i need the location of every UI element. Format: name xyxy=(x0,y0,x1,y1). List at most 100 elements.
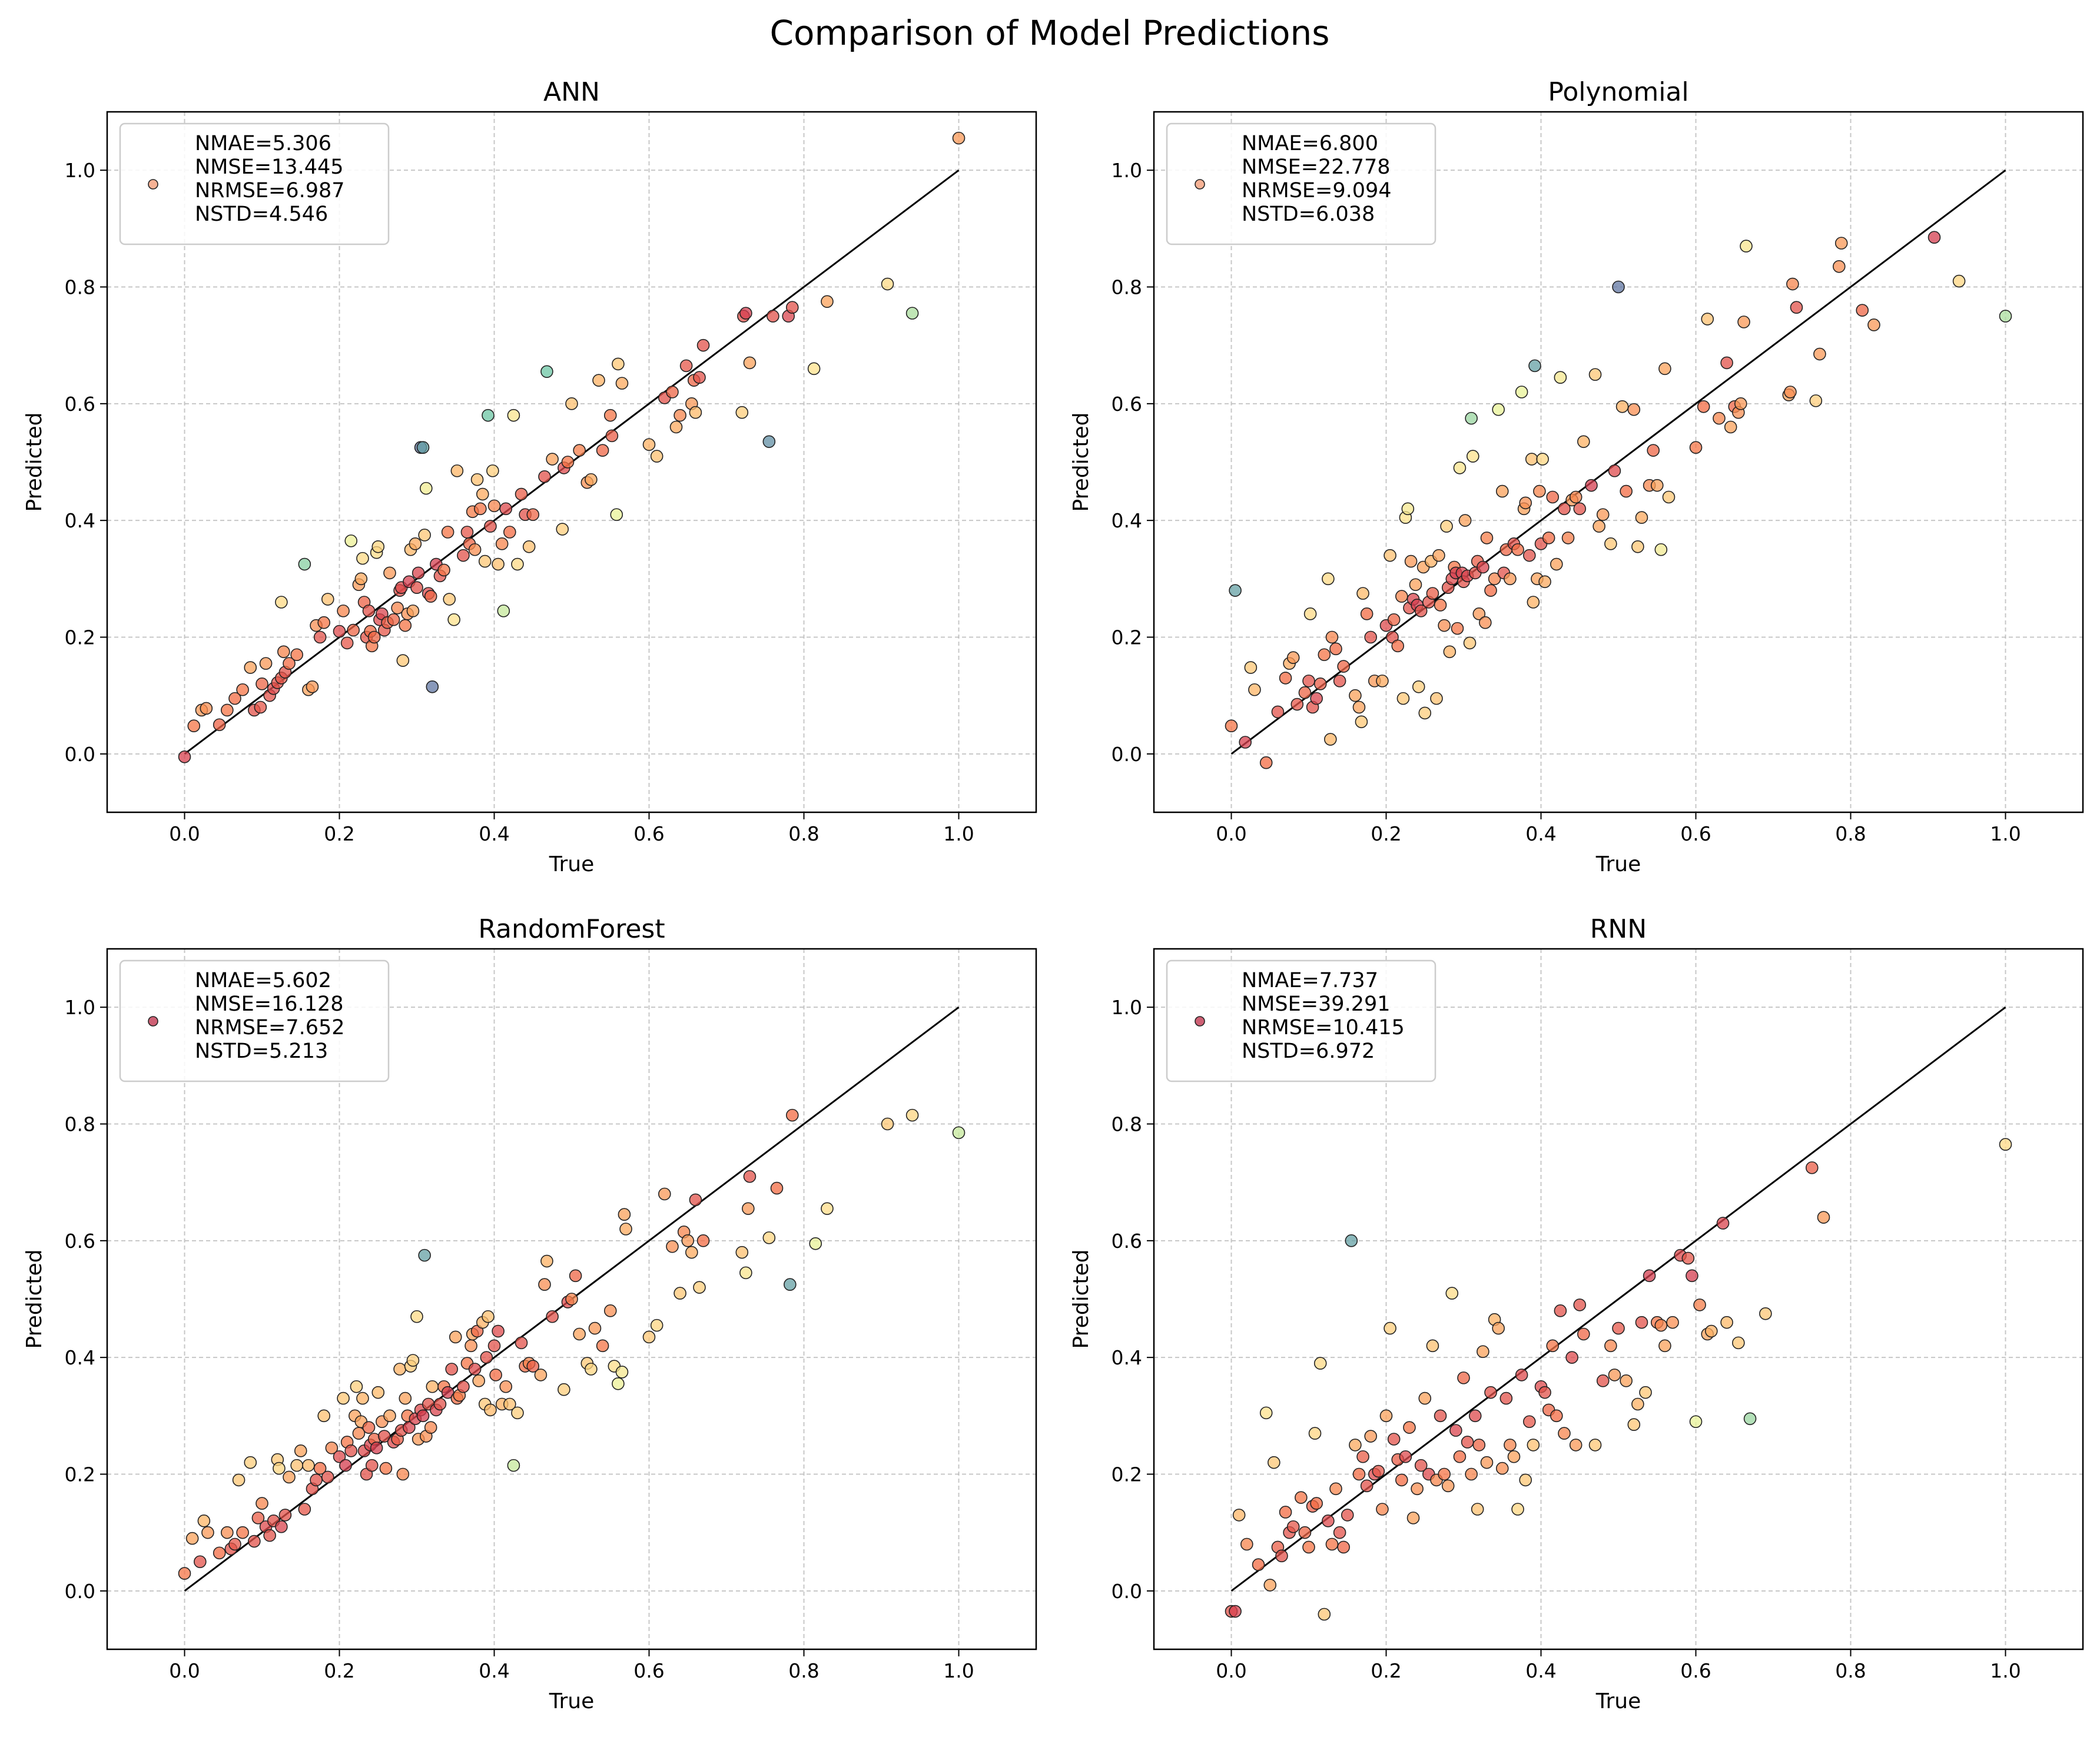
scatter-point xyxy=(1737,315,1750,328)
x-tick-label: 0.2 xyxy=(324,822,354,845)
scatter-point xyxy=(1713,411,1726,425)
scatter-point xyxy=(1333,1526,1346,1539)
scatter-point xyxy=(377,1430,391,1443)
scatter-point xyxy=(1286,651,1300,665)
scatter-point xyxy=(1519,1473,1532,1487)
scatter-point xyxy=(1479,616,1492,629)
scatter-point xyxy=(424,1421,437,1434)
scatter-point xyxy=(596,1339,609,1353)
scatter-point xyxy=(1268,1456,1280,1469)
scatter-point xyxy=(393,1363,406,1376)
scatter-point xyxy=(412,566,425,580)
scatter-point xyxy=(1654,543,1668,556)
scatter-point xyxy=(1318,648,1331,662)
scatter-point xyxy=(658,1187,671,1201)
scatter-point xyxy=(784,1278,797,1291)
scatter-point xyxy=(403,1421,416,1434)
scatter-point xyxy=(1303,607,1317,620)
scatter-point xyxy=(573,444,586,457)
scatter-point xyxy=(441,526,454,539)
scatter-point xyxy=(371,1386,385,1399)
y-tick-label: 0.2 xyxy=(65,626,95,649)
scatter-point xyxy=(809,1237,822,1250)
scatter-point xyxy=(1313,677,1327,690)
scatter-point xyxy=(449,1330,462,1344)
scatter-point xyxy=(1484,1386,1497,1399)
scatter-point xyxy=(201,1526,214,1539)
scatter-point xyxy=(1743,1412,1757,1426)
x-tick-label: 0.4 xyxy=(1525,822,1556,845)
scatter-point xyxy=(1409,578,1422,592)
scatter-point xyxy=(370,1442,383,1454)
scatter-point xyxy=(290,648,303,662)
scatter-point xyxy=(365,1459,379,1472)
scatter-point xyxy=(1325,630,1339,644)
scatter-point xyxy=(1466,450,1479,463)
scatter-point xyxy=(1573,502,1587,516)
scatter-point xyxy=(344,534,358,547)
scatter-point xyxy=(1732,1336,1745,1350)
scatter-point xyxy=(1391,639,1405,653)
scatter-point xyxy=(1324,733,1337,746)
scatter-point xyxy=(185,1532,199,1545)
scatter-point xyxy=(1495,484,1509,498)
scatter-point xyxy=(1412,680,1425,693)
scatter-point xyxy=(615,1366,629,1379)
scatter-point xyxy=(197,1515,211,1527)
scatter-point xyxy=(1229,584,1242,597)
scatter-point xyxy=(221,1526,234,1539)
x-tick-label: 0.0 xyxy=(1216,822,1246,845)
scatter-point xyxy=(743,356,757,370)
scatter-point xyxy=(277,645,290,659)
identity-line xyxy=(1230,169,2006,755)
scatter-point xyxy=(1639,1386,1652,1399)
scatter-point xyxy=(1666,1316,1679,1329)
scatter-point xyxy=(1302,1540,1315,1554)
scatter-point xyxy=(443,593,456,606)
scatter-point xyxy=(1999,1138,2012,1151)
scatter-point xyxy=(447,613,460,626)
scatter-point xyxy=(1635,1316,1648,1329)
x-tick-label: 0.6 xyxy=(633,1659,664,1682)
scatter-point xyxy=(256,677,268,690)
scatter-point xyxy=(1271,705,1285,719)
scatter-point xyxy=(468,543,482,556)
scatter-point xyxy=(743,1170,757,1183)
scatter-point xyxy=(354,572,368,586)
legend-box xyxy=(119,959,390,1082)
scatter-point xyxy=(1817,1211,1830,1224)
y-tick-label: 0.8 xyxy=(1112,276,1142,299)
scatter-point xyxy=(1542,532,1555,544)
scatter-point xyxy=(762,435,776,449)
legend-metric: NMSE=39.291 xyxy=(1242,992,1391,1016)
legend-box xyxy=(119,122,390,245)
scatter-point xyxy=(424,590,437,603)
legend-metric: NRMSE=10.415 xyxy=(1242,1016,1405,1039)
scatter-point xyxy=(1453,461,1467,474)
scatter-point xyxy=(1705,1324,1718,1338)
scatter-point xyxy=(1558,502,1571,516)
scatter-point xyxy=(487,1339,501,1353)
scatter-point xyxy=(1550,1409,1563,1423)
scatter-point xyxy=(213,718,226,732)
scatter-point xyxy=(1536,453,1549,466)
scatter-point xyxy=(561,456,575,469)
scatter-point xyxy=(693,371,706,384)
scatter-point xyxy=(515,487,528,501)
y-tick-label: 0.6 xyxy=(1112,393,1142,416)
scatter-point xyxy=(1740,240,1753,253)
scatter-point xyxy=(437,563,450,577)
scatter-point xyxy=(1952,274,1966,288)
scatter-point xyxy=(619,1223,632,1236)
scatter-point xyxy=(1404,554,1418,568)
scatter-point xyxy=(526,1360,540,1373)
scatter-point xyxy=(409,537,422,550)
scatter-point xyxy=(275,1520,288,1533)
legend-metric: NMSE=16.128 xyxy=(195,992,344,1016)
scatter-point xyxy=(821,1202,834,1215)
scatter-point xyxy=(1627,1418,1641,1432)
scatter-point xyxy=(881,277,894,291)
scatter-point xyxy=(735,406,749,419)
x-tick-label: 1.0 xyxy=(943,1659,974,1682)
scatter-point xyxy=(244,1456,257,1469)
